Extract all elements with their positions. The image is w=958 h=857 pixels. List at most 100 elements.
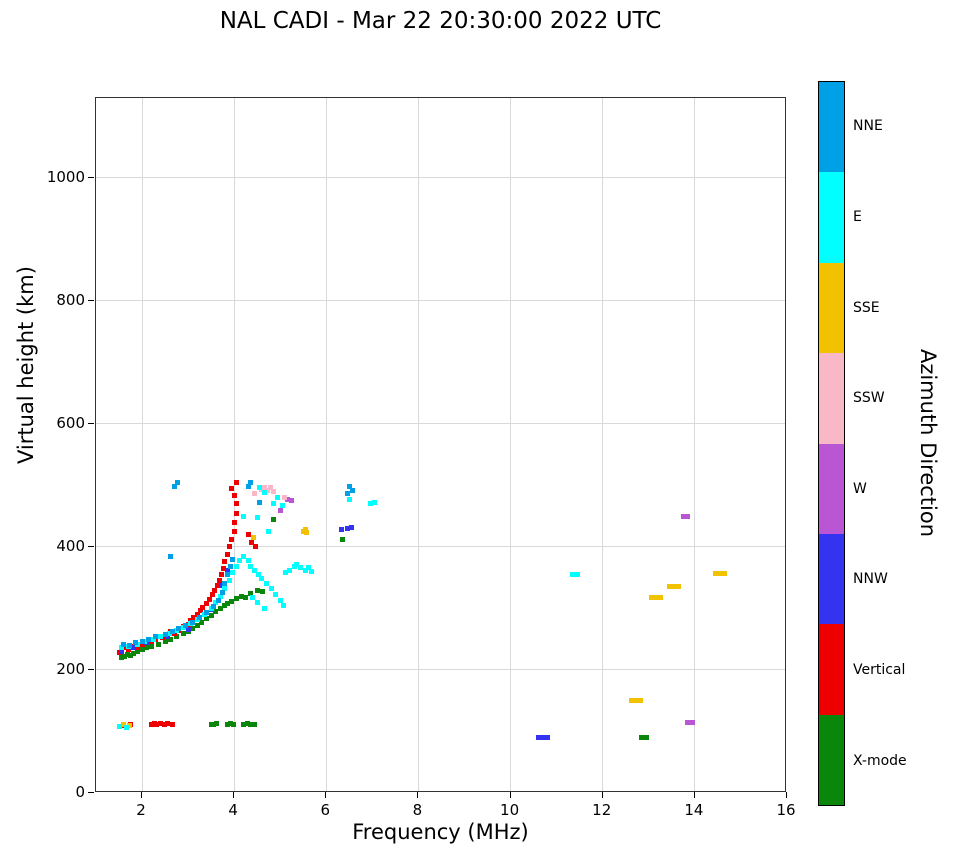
data-point <box>153 634 159 640</box>
data-point <box>126 642 132 648</box>
colorbar-title: Azimuth Direction <box>916 348 940 538</box>
data-point <box>162 638 168 644</box>
data-point <box>194 623 200 629</box>
data-point <box>125 647 131 653</box>
y-tick-mark <box>88 176 94 178</box>
x-tick-mark <box>693 792 695 798</box>
data-point <box>229 486 235 492</box>
y-tick-label: 400 <box>56 536 85 555</box>
data-point <box>240 553 246 559</box>
data-point <box>174 633 180 639</box>
data-point <box>132 640 138 646</box>
data-point <box>130 645 136 651</box>
data-point <box>204 601 210 607</box>
x-tick-label: 10 <box>500 801 520 819</box>
data-point <box>339 537 345 543</box>
data-point <box>162 631 168 637</box>
data-point <box>161 721 167 727</box>
data-point <box>118 649 124 655</box>
data-point <box>230 721 236 727</box>
x-tick-mark <box>509 792 511 798</box>
colorbar-entry-label: NNW <box>853 571 888 588</box>
data-point <box>280 502 286 508</box>
data-point <box>240 721 246 727</box>
colorbar <box>818 81 845 806</box>
data-point <box>628 698 634 704</box>
data-point <box>259 576 265 582</box>
data-point <box>243 594 249 600</box>
x-tick-mark <box>417 792 419 798</box>
data-point <box>204 616 210 622</box>
data-point <box>118 655 124 661</box>
data-point <box>633 698 639 704</box>
x-axis-label: Frequency (MHz) <box>352 820 529 844</box>
data-point <box>197 615 203 621</box>
data-point <box>208 721 214 727</box>
gridline-vertical <box>141 98 143 791</box>
data-point <box>224 551 230 557</box>
data-point <box>134 645 140 651</box>
data-point <box>222 586 228 592</box>
data-point <box>194 612 200 618</box>
data-point <box>255 572 261 578</box>
x-tick-label: 16 <box>776 801 796 819</box>
gridline-horizontal <box>96 300 785 302</box>
data-point <box>309 569 315 575</box>
data-point <box>251 535 257 541</box>
gridline-vertical <box>417 98 419 791</box>
data-point <box>257 500 263 506</box>
data-point <box>215 597 221 603</box>
data-point <box>667 584 673 590</box>
data-point <box>151 721 157 726</box>
data-point <box>237 558 243 563</box>
data-point <box>123 724 129 730</box>
colorbar-segment <box>819 172 844 263</box>
data-point <box>211 721 217 727</box>
data-point <box>222 581 228 587</box>
x-tick-mark <box>601 792 603 798</box>
gridline-vertical <box>325 98 327 791</box>
data-point <box>247 479 253 485</box>
data-point <box>174 479 180 485</box>
data-point <box>344 490 350 496</box>
data-point <box>346 484 352 490</box>
data-point <box>228 721 233 726</box>
data-point <box>215 582 221 588</box>
data-point <box>118 645 124 651</box>
data-point <box>231 519 237 525</box>
y-tick-mark <box>88 299 94 301</box>
data-point <box>367 501 373 507</box>
data-point <box>155 641 161 647</box>
data-point <box>275 495 281 501</box>
data-point <box>139 638 145 644</box>
data-point <box>209 592 215 598</box>
plot-area <box>95 97 786 792</box>
data-point <box>261 605 267 611</box>
data-point <box>248 721 254 727</box>
data-point <box>303 567 309 573</box>
data-point <box>225 572 231 578</box>
data-point <box>131 650 137 656</box>
data-point <box>349 524 355 530</box>
data-point <box>122 653 128 659</box>
data-point <box>222 559 228 565</box>
data-point <box>254 514 260 520</box>
data-point <box>220 566 226 571</box>
x-tick-label: 14 <box>684 801 704 819</box>
data-point <box>671 583 677 589</box>
data-point <box>183 623 189 629</box>
data-point <box>128 652 134 658</box>
x-tick-label: 12 <box>592 801 612 819</box>
data-point <box>657 594 663 600</box>
data-point <box>213 609 219 615</box>
data-point <box>190 619 196 625</box>
data-point <box>157 721 163 726</box>
data-point <box>338 527 344 533</box>
data-point <box>121 721 127 727</box>
data-point <box>252 567 258 573</box>
data-point <box>277 507 283 513</box>
data-point <box>231 493 237 499</box>
colorbar-segment <box>819 714 844 805</box>
data-point <box>294 561 300 567</box>
data-point <box>169 629 175 635</box>
